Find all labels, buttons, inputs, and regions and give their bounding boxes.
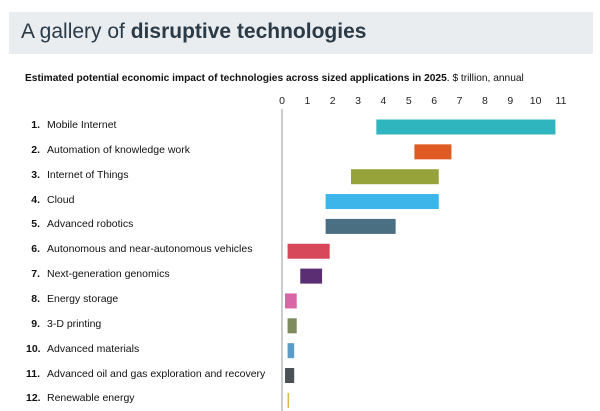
- row-rank: 2.: [31, 143, 40, 156]
- range-bar: [286, 242, 331, 260]
- x-tick-label: 5: [405, 95, 412, 107]
- row-rank: 12.: [26, 392, 41, 405]
- chart-unit: $ trillion, annual: [452, 73, 524, 84]
- x-tick-label: 4: [380, 95, 387, 107]
- header-banner: A gallery of disruptive technologies: [9, 12, 593, 54]
- row-rank: 1.: [31, 119, 40, 131]
- x-tick-label: 11: [555, 95, 567, 107]
- chart-title: Estimated potential economic impact of t…: [25, 73, 524, 84]
- row-label: Autonomous and near-autonomous vehicles: [47, 243, 253, 256]
- row-rank: 7.: [31, 268, 40, 281]
- range-bar: [284, 292, 298, 310]
- x-tick-label: 3: [355, 95, 361, 107]
- row-rank: 5.: [31, 218, 40, 231]
- x-tick-label: 10: [529, 95, 542, 107]
- range-bar: [299, 267, 324, 285]
- row-rank: 4.: [31, 193, 40, 206]
- row-label: Internet of Things: [47, 168, 129, 181]
- x-tick-label: 2: [329, 95, 336, 107]
- row-rank: 10.: [26, 342, 41, 355]
- row-rank: 3.: [31, 168, 40, 181]
- range-bar: [286, 391, 291, 409]
- row-label: Advanced robotics: [47, 218, 134, 231]
- row-label: Automation of knowledge work: [47, 143, 190, 156]
- range-bar: [286, 317, 298, 335]
- page-title-bold: disruptive technologies: [130, 20, 367, 43]
- range-bar: [324, 217, 397, 235]
- row-rank: 8.: [31, 292, 40, 305]
- row-label: Advanced oil and gas exploration and rec…: [47, 367, 266, 380]
- row-label: Cloud: [47, 193, 75, 206]
- row-label: Renewable energy: [47, 392, 135, 405]
- row-label: Next-generation genomics: [47, 268, 170, 281]
- range-bar: [286, 342, 296, 360]
- range-bar: [284, 367, 296, 384]
- x-tick-label: 8: [481, 95, 488, 107]
- page-title: A gallery of disruptive technologies: [21, 20, 366, 44]
- range-bar: [375, 118, 557, 136]
- row-label: Mobile Internet: [47, 119, 117, 131]
- range-bar: [413, 143, 453, 161]
- range-bar: [324, 193, 440, 211]
- row-rank: 6.: [31, 243, 40, 256]
- chart-title-text: Estimated potential economic impact of t…: [25, 73, 447, 84]
- x-tick-label: 6: [431, 95, 438, 107]
- x-tick-label: 7: [456, 95, 463, 107]
- page-title-prefix: A gallery of: [21, 20, 131, 43]
- x-tick-label: 0: [279, 95, 285, 107]
- x-tick-label: 1: [304, 95, 311, 107]
- row-rank: 9.: [31, 317, 40, 330]
- row-rank: 11.: [26, 367, 41, 380]
- row-label: Advanced materials: [47, 342, 140, 355]
- row-label: Energy storage: [47, 292, 119, 305]
- range-bar: [349, 168, 440, 186]
- row-label: 3-D printing: [47, 317, 102, 330]
- x-tick-label: 9: [507, 95, 514, 107]
